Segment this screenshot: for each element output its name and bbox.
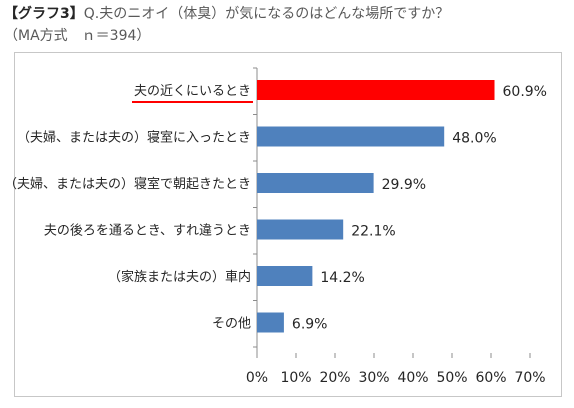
chart-title: 【グラフ3】Q.夫のニオイ（体臭）が気になるのはどんな場所ですか？ <box>4 4 570 24</box>
x-tick-label: 70% <box>514 370 545 386</box>
category-label: 夫の近くにいるとき <box>134 84 251 99</box>
category-label: （夫婦、または夫の）寝室で朝起きたとき <box>4 176 251 192</box>
x-tick-label: 30% <box>358 370 389 386</box>
category-label: その他 <box>212 317 251 332</box>
x-tick-label: 50% <box>436 370 467 386</box>
value-label: 29.9% <box>382 177 426 193</box>
chart-subtitle: （MA方式 ｎ＝394） <box>4 28 151 44</box>
bar <box>257 126 445 147</box>
chart-title-prefix: 【グラフ3】 <box>4 6 84 22</box>
category-label: （夫婦、または夫の）寝室に入ったとき <box>17 130 251 146</box>
bar <box>257 80 495 100</box>
bar <box>257 312 284 333</box>
category-label: （家族または夫の）車内 <box>108 269 251 285</box>
value-label: 6.9% <box>292 317 328 333</box>
bar <box>257 266 313 286</box>
value-label: 14.2% <box>320 270 364 286</box>
category-label: 夫の後ろを通るとき、すれ違うとき <box>44 224 251 239</box>
x-tick-label: 0% <box>246 370 268 386</box>
x-tick-label: 60% <box>475 370 506 386</box>
value-label: 60.9% <box>503 84 547 100</box>
value-label: 48.0% <box>452 131 496 147</box>
value-label: 22.1% <box>351 224 395 240</box>
x-tick-label: 10% <box>280 370 311 386</box>
x-tick-label: 20% <box>319 370 350 386</box>
bar <box>257 173 374 193</box>
bar <box>257 219 344 240</box>
x-tick-label: 40% <box>397 370 428 386</box>
chart-title-question: Q.夫のニオイ（体臭）が気になるのはどんな場所ですか？ <box>83 6 450 22</box>
